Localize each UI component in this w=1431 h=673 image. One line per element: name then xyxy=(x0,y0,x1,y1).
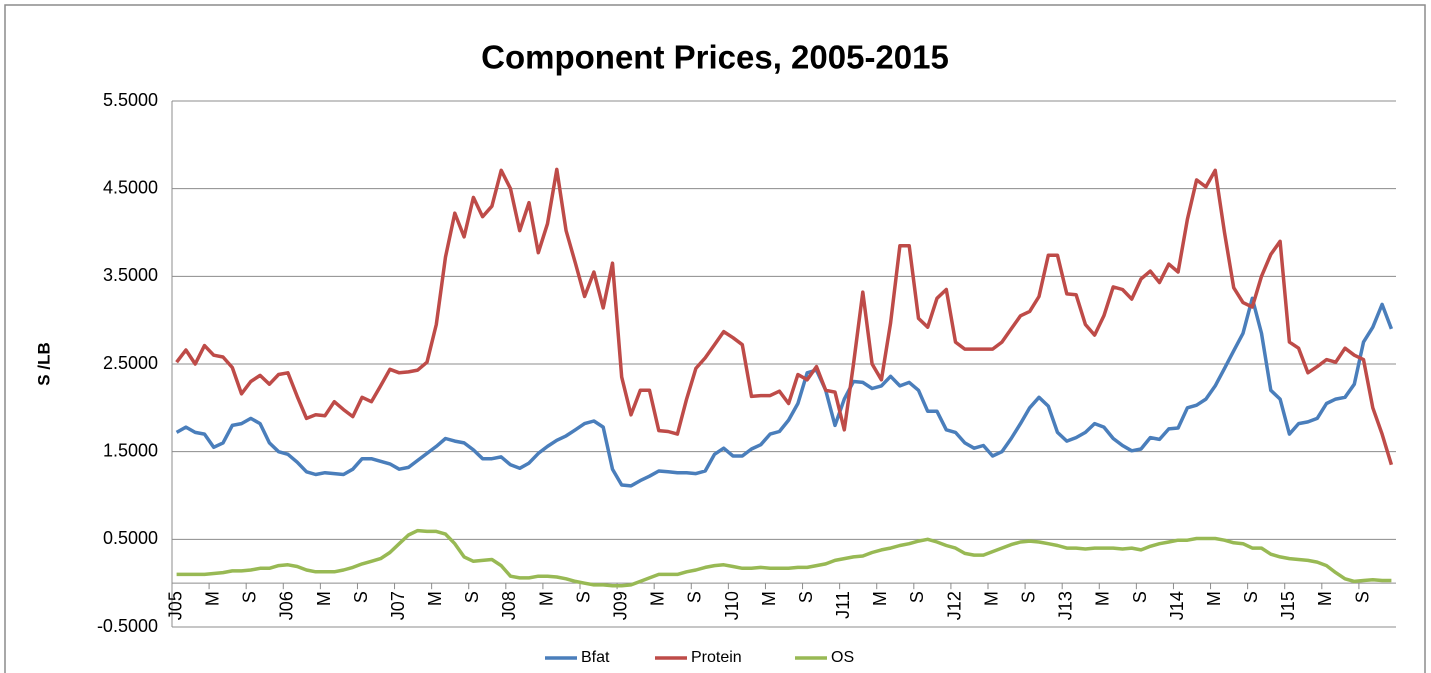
x-tick-label: S xyxy=(240,591,260,603)
x-tick-label: M xyxy=(870,591,890,606)
x-tick-label: M xyxy=(759,591,779,606)
x-tick-label: S xyxy=(796,591,816,603)
x-tick-label: J10 xyxy=(722,591,742,620)
x-tick-label: M xyxy=(648,591,668,606)
x-tick-label: M xyxy=(981,591,1001,606)
x-tick-label: J12 xyxy=(944,591,964,620)
x-tick-label: J11 xyxy=(833,591,853,619)
x-tick-label: S xyxy=(685,591,705,603)
x-tick-label: J05 xyxy=(165,591,185,620)
y-tick-label: 1.5000 xyxy=(103,440,158,460)
x-tick-label: S xyxy=(907,591,927,603)
x-tick-label: M xyxy=(1315,591,1335,606)
x-tick-label: M xyxy=(1204,591,1224,606)
series-line xyxy=(175,296,1394,488)
chart-frame xyxy=(4,4,1426,673)
legend-label: Bfat xyxy=(581,649,610,666)
y-tick-label: 5.5000 xyxy=(103,90,158,110)
x-tick-label: S xyxy=(1352,591,1372,603)
x-tick-label: M xyxy=(536,591,556,606)
legend-label: OS xyxy=(831,649,854,666)
x-tick-label: J15 xyxy=(1278,591,1298,620)
x-tick-label: J08 xyxy=(499,591,519,620)
y-tick-label: -0.5000 xyxy=(97,616,158,636)
y-tick-label: 0.5000 xyxy=(103,528,158,548)
x-tick-label: M xyxy=(314,591,334,606)
x-tick-label: J07 xyxy=(388,591,408,620)
x-tick-label: M xyxy=(202,591,222,606)
y-tick-label: 2.5000 xyxy=(103,353,158,373)
x-tick-label: S xyxy=(573,591,593,603)
series-line xyxy=(176,528,1392,588)
y-tick-label: 3.5000 xyxy=(103,265,158,285)
x-tick-label: J13 xyxy=(1056,591,1076,620)
x-tick-label: S xyxy=(462,591,482,603)
y-axis-label: S /LB xyxy=(34,342,53,385)
x-tick-label: M xyxy=(1093,591,1113,606)
y-tick-label: 4.5000 xyxy=(103,177,158,197)
x-tick-label: J06 xyxy=(277,591,297,620)
x-tick-label: S xyxy=(351,591,371,603)
x-tick-label: S xyxy=(1241,591,1261,603)
x-tick-label: M xyxy=(425,591,445,606)
chart-title: Component Prices, 2005-2015 xyxy=(481,39,949,76)
x-tick-label: S xyxy=(1018,591,1038,603)
x-tick-label: S xyxy=(1130,591,1150,603)
series-line xyxy=(175,167,1394,466)
legend-label: Protein xyxy=(691,649,742,666)
x-tick-label: J14 xyxy=(1167,591,1187,620)
x-tick-label: J09 xyxy=(610,591,630,620)
